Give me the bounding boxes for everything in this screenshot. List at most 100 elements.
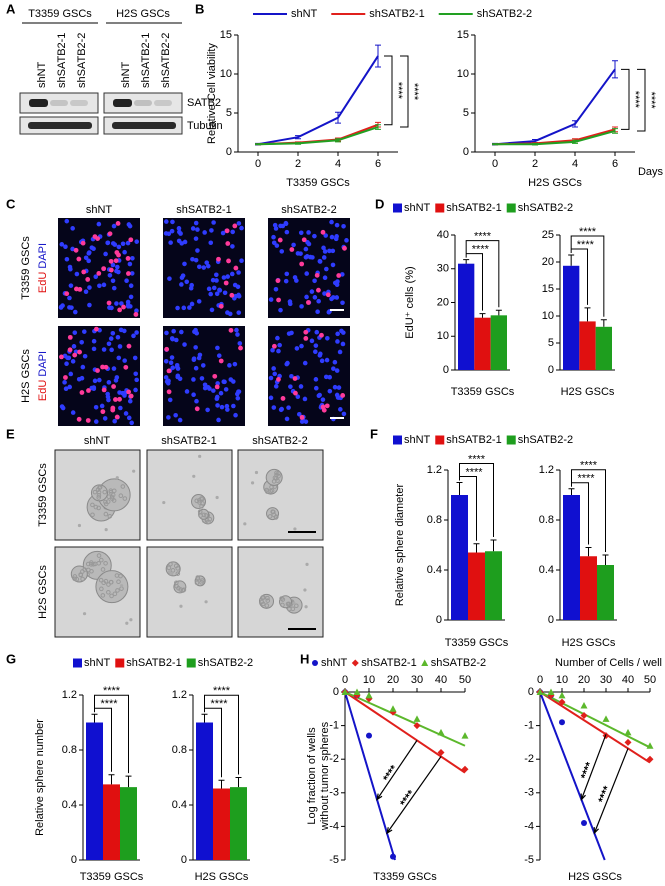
nucleus bbox=[329, 219, 334, 225]
nucleus bbox=[200, 363, 206, 368]
y-tick-label: 0 bbox=[226, 146, 232, 158]
nucleus bbox=[332, 384, 338, 390]
point bbox=[558, 698, 566, 706]
cell bbox=[264, 487, 270, 493]
nucleus bbox=[340, 272, 345, 277]
edu-nucleus bbox=[194, 406, 200, 412]
cell bbox=[215, 495, 219, 500]
stain: DAPI bbox=[37, 351, 49, 377]
significance: **** bbox=[468, 453, 486, 465]
nucleus bbox=[68, 371, 74, 377]
nucleus bbox=[181, 305, 187, 311]
nucleus bbox=[273, 286, 279, 292]
cell bbox=[293, 527, 297, 531]
nucleus bbox=[171, 328, 176, 334]
cell bbox=[166, 565, 172, 571]
nucleus bbox=[177, 229, 182, 235]
cell bbox=[99, 586, 104, 592]
bar bbox=[120, 787, 137, 860]
band-label: SATB2 bbox=[187, 97, 221, 109]
nucleus bbox=[64, 361, 69, 367]
nucleus bbox=[189, 301, 195, 307]
edu-nucleus bbox=[63, 375, 68, 380]
nucleus bbox=[62, 353, 68, 359]
nucleus bbox=[107, 272, 113, 278]
stain-label: EdU DAPI bbox=[37, 351, 49, 401]
edu-nucleus bbox=[72, 352, 78, 358]
cell bbox=[96, 560, 102, 566]
cell bbox=[195, 575, 201, 580]
nucleus bbox=[173, 412, 178, 418]
nucleus bbox=[101, 347, 107, 352]
nucleus bbox=[334, 295, 340, 300]
cell bbox=[80, 576, 85, 582]
y-tick-label: -4 bbox=[524, 820, 534, 832]
nucleus bbox=[196, 299, 202, 304]
nucleus bbox=[322, 291, 327, 296]
nucleus bbox=[236, 310, 242, 315]
cell bbox=[72, 574, 78, 579]
nucleus bbox=[114, 301, 119, 306]
bar bbox=[579, 321, 596, 370]
nucleus bbox=[59, 404, 65, 409]
edu-nucleus bbox=[85, 277, 91, 282]
cell bbox=[102, 489, 108, 495]
x-tick-label: 40 bbox=[435, 674, 447, 686]
edu-nucleus bbox=[166, 368, 172, 374]
y-tick-label: -3 bbox=[329, 787, 339, 799]
column-label: shNT bbox=[84, 435, 111, 447]
nucleus bbox=[106, 341, 112, 347]
nucleus bbox=[106, 380, 112, 385]
arrow bbox=[580, 734, 607, 801]
edu-nucleus bbox=[79, 390, 85, 395]
bar bbox=[563, 495, 580, 620]
edu-nucleus bbox=[116, 252, 121, 258]
x-tick-label: 2 bbox=[532, 158, 538, 170]
edu-nucleus bbox=[94, 326, 99, 332]
point bbox=[581, 820, 587, 827]
cell bbox=[107, 513, 113, 519]
legend-label: shSATB2-1 bbox=[126, 657, 181, 669]
nucleus bbox=[289, 330, 294, 336]
nucleus bbox=[199, 376, 205, 381]
edu-nucleus bbox=[67, 334, 73, 340]
cell bbox=[264, 603, 270, 608]
nucleus bbox=[211, 220, 216, 225]
edu-nucleus bbox=[280, 396, 286, 401]
bar bbox=[595, 326, 612, 370]
nucleus bbox=[222, 290, 228, 296]
x-tick-label: 30 bbox=[600, 674, 612, 686]
y-tick-label: 0 bbox=[443, 364, 449, 376]
nucleus bbox=[126, 415, 132, 421]
cell bbox=[254, 470, 259, 475]
cell bbox=[89, 568, 94, 574]
nucleus bbox=[91, 346, 97, 352]
edu-nucleus bbox=[225, 241, 231, 246]
nucleus bbox=[182, 261, 187, 267]
edu-nucleus bbox=[216, 256, 221, 262]
nucleus bbox=[294, 346, 300, 351]
legend-swatch bbox=[73, 658, 82, 668]
error-bar bbox=[584, 307, 591, 322]
column-label: shSATB2-2 bbox=[252, 435, 307, 447]
edu-nucleus bbox=[100, 364, 105, 370]
edu-nucleus bbox=[228, 327, 234, 333]
x-tick-label: 50 bbox=[644, 674, 656, 686]
nucleus bbox=[304, 254, 310, 259]
cell bbox=[132, 469, 136, 473]
nucleus bbox=[67, 305, 72, 310]
stain: EdU bbox=[37, 380, 49, 401]
cell bbox=[96, 505, 101, 511]
cell bbox=[111, 498, 117, 503]
cell bbox=[194, 580, 200, 586]
cell bbox=[82, 612, 87, 616]
nucleus bbox=[134, 239, 140, 244]
y-axis-label: Log fraction of wells bbox=[306, 727, 318, 825]
edu-nucleus bbox=[64, 291, 70, 297]
nucleus bbox=[125, 240, 131, 246]
nucleus bbox=[270, 347, 275, 353]
nucleus bbox=[124, 278, 129, 284]
edu-nucleus bbox=[67, 347, 73, 353]
y-tick-label: 1.2 bbox=[172, 689, 187, 701]
nucleus bbox=[271, 240, 277, 246]
